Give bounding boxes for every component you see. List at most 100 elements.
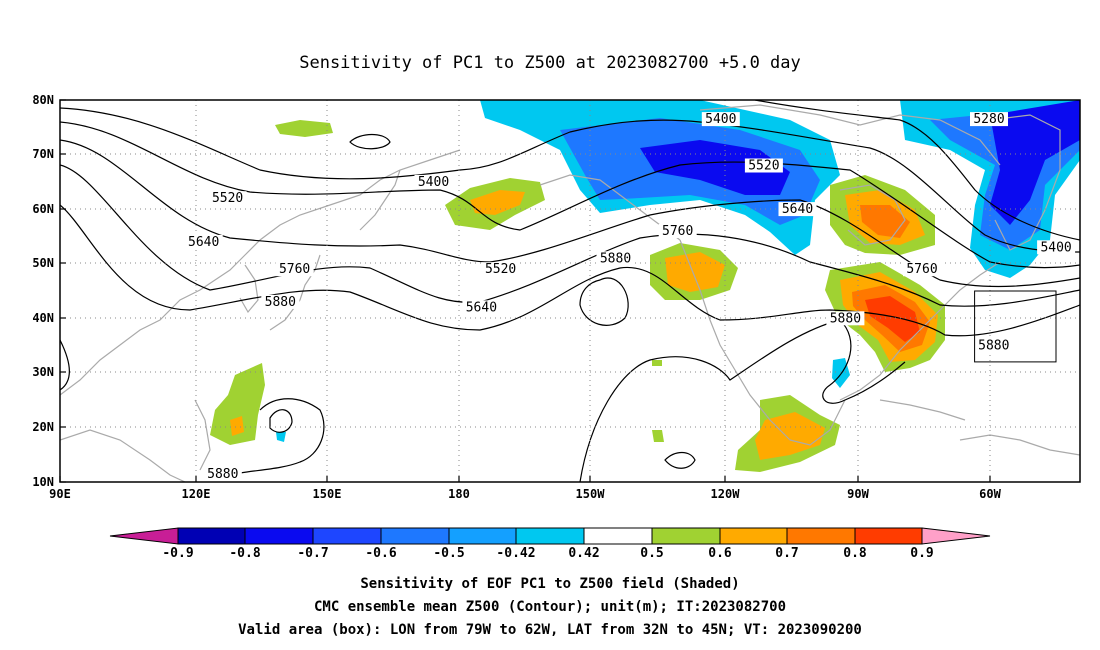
contour-label: 5760 bbox=[279, 262, 310, 277]
colorbar-segment bbox=[312, 527, 382, 545]
contour-label: 5640 bbox=[188, 235, 219, 250]
contour-5520 bbox=[60, 121, 1080, 269]
colorbar-label: 0.9 bbox=[910, 546, 933, 561]
shade-positive-siberia bbox=[275, 120, 333, 137]
shade-positive-pacific-core bbox=[665, 252, 725, 292]
coastline-na-east bbox=[839, 261, 1001, 401]
colorbar-segment bbox=[380, 527, 450, 545]
contour-label: 5880 bbox=[978, 339, 1009, 354]
contour-5880 bbox=[60, 204, 1080, 337]
valid-area-box bbox=[974, 290, 1057, 363]
shade-positive-philippine-sea-core bbox=[230, 416, 244, 436]
colorbar-segment bbox=[583, 527, 653, 545]
contour-label-halo bbox=[414, 174, 453, 189]
colorbar-label: -0.7 bbox=[297, 546, 328, 561]
lon-tick-label: 150E bbox=[313, 487, 342, 501]
contour-label: 5880 bbox=[265, 295, 296, 310]
colorbar-label: -0.6 bbox=[365, 546, 396, 561]
contour-label-halo bbox=[208, 191, 247, 206]
contour-label: 5280 bbox=[973, 112, 1004, 127]
shade-positive-us-east-core bbox=[865, 296, 920, 342]
lat-tick-labels: 10N 20N 30N 40N 50N 60N 70N 80N bbox=[32, 93, 54, 489]
lon-tick-label: 90W bbox=[847, 487, 869, 501]
colorbar-label: -0.9 bbox=[162, 546, 193, 561]
lat-tick-label: 70N bbox=[32, 147, 54, 161]
contour-5880-sw bbox=[60, 339, 70, 391]
colorbar-segment bbox=[177, 527, 246, 545]
lat-tick-label: 10N bbox=[32, 475, 54, 489]
contour-label: 5400 bbox=[705, 112, 736, 127]
lon-tick-labels: 90E 120E 150E 180 150W 120W 90W 60W bbox=[49, 487, 1001, 501]
contour-5280 bbox=[754, 100, 1080, 241]
coastline-kamchatka bbox=[359, 169, 401, 231]
lat-tick-label: 50N bbox=[32, 256, 54, 270]
contour-label-halo bbox=[744, 158, 783, 173]
colorbar-label: -0.42 bbox=[496, 546, 535, 561]
contour-5880-typhoon-core bbox=[269, 409, 293, 433]
contour-label-halo bbox=[826, 311, 865, 326]
coastline-gulf bbox=[789, 399, 846, 446]
lon-tick-label: 120E bbox=[182, 487, 211, 501]
colorbar-label: -0.8 bbox=[229, 546, 260, 561]
contour-label-halo bbox=[701, 112, 740, 127]
colorbar-segment bbox=[651, 527, 721, 545]
contour-mexico-closed bbox=[664, 451, 696, 469]
contour-label-halo bbox=[596, 251, 635, 266]
coastline-arctic-islands bbox=[699, 104, 1001, 166]
shade-negative-small-2 bbox=[276, 432, 286, 442]
lon-tick-label: 120W bbox=[711, 487, 741, 501]
shade-positive-small-2 bbox=[652, 360, 662, 366]
contour-label: 5520 bbox=[485, 262, 516, 277]
contour-label: 5760 bbox=[906, 262, 937, 277]
contour-us-ridge bbox=[822, 319, 906, 404]
lon-tick-label: 60W bbox=[979, 487, 1001, 501]
contour-label-halo bbox=[184, 234, 223, 249]
lon-tick-label: 180 bbox=[448, 487, 470, 501]
contour-label: 5880 bbox=[207, 467, 238, 482]
contour-label-halo bbox=[974, 338, 1013, 353]
contour-5760 bbox=[60, 164, 1080, 307]
lat-tick-label: 80N bbox=[32, 93, 54, 107]
colorbar-label: -0.5 bbox=[433, 546, 464, 561]
contour-label-halo bbox=[261, 294, 300, 309]
contour-label: 5520 bbox=[748, 159, 779, 174]
colorbar-label: 0.6 bbox=[708, 546, 732, 561]
colorbar-segment bbox=[854, 527, 923, 545]
shade-negative-arctic-core bbox=[640, 140, 790, 195]
contour-label: 5880 bbox=[600, 251, 631, 266]
captions: Sensitivity of EOF PC1 to Z500 field (Sh… bbox=[238, 576, 862, 638]
contour-label: 5400 bbox=[418, 175, 449, 190]
tick-marks bbox=[59, 99, 991, 483]
coastline-korea bbox=[239, 264, 259, 314]
coastline-caribbean bbox=[879, 399, 966, 421]
contour-label-halo bbox=[903, 262, 941, 277]
contour-label-halo bbox=[970, 112, 1008, 127]
coastline-japan bbox=[269, 254, 321, 331]
caption-line: Sensitivity of EOF PC1 to Z500 field (Sh… bbox=[360, 576, 739, 592]
contour-label-halo bbox=[462, 300, 501, 315]
contour-label-halo bbox=[275, 262, 314, 277]
colorbar-low-end bbox=[109, 527, 179, 545]
coastline-greenland bbox=[989, 114, 1061, 251]
colorbar-label: 0.8 bbox=[843, 546, 867, 561]
colorbar-label: 0.7 bbox=[775, 546, 798, 561]
shade-positive-mexico-core bbox=[755, 412, 825, 460]
contour-label-halo bbox=[778, 202, 817, 217]
contour-5880-typhoon bbox=[229, 398, 325, 476]
colorbar-high-end bbox=[921, 527, 991, 545]
colorbar-segment bbox=[786, 527, 856, 545]
contour-label: 5640 bbox=[466, 300, 497, 315]
coastline-philippines bbox=[194, 399, 211, 471]
lat-tick-label: 30N bbox=[32, 365, 54, 379]
contour-label: 5760 bbox=[662, 224, 693, 239]
colorbar: -0.9 -0.8 -0.7 -0.6 -0.5 -0.42 0.42 0.5 … bbox=[109, 527, 991, 561]
caption-line: Valid area (box): LON from 79W to 62W, L… bbox=[238, 622, 862, 638]
contour-label-halo bbox=[481, 262, 520, 277]
coastlines bbox=[60, 104, 1080, 482]
contour-label-halo bbox=[658, 224, 697, 238]
contour-label: 5880 bbox=[830, 311, 861, 326]
lat-tick-label: 60N bbox=[32, 202, 54, 216]
contour-label: 5640 bbox=[782, 202, 813, 217]
coastline-asia-east bbox=[60, 149, 461, 396]
shade-positive-philippine-sea bbox=[210, 363, 265, 445]
